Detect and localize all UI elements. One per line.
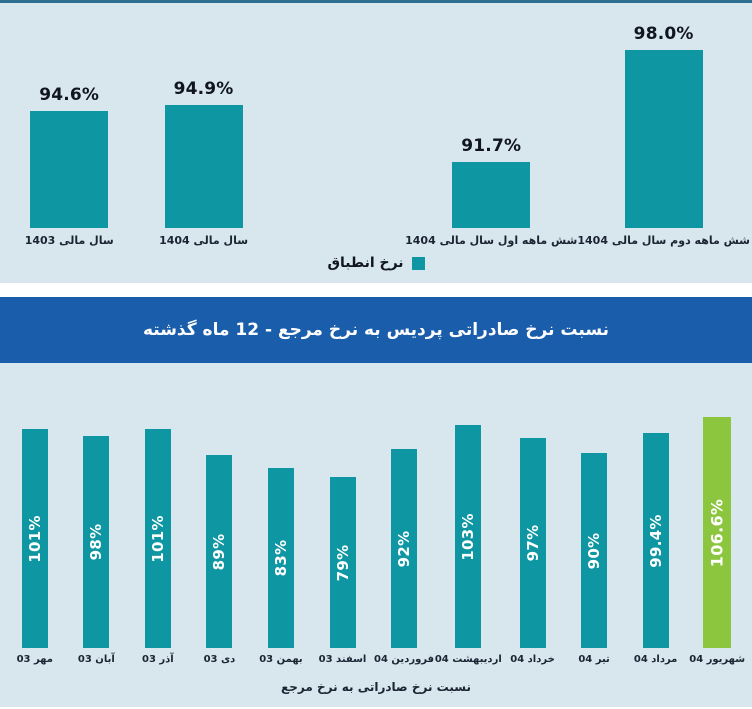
month-column: 90% تیر 04 (563, 363, 625, 670)
top-chart-spacer (271, 3, 405, 252)
bar-value-label: 91.7% (461, 136, 521, 156)
month-label: مرداد 04 (634, 648, 678, 670)
bar-stack: 83% (268, 363, 294, 648)
month-label: تیر 04 (578, 648, 609, 670)
bar-stack: 89% (206, 363, 232, 648)
ratio-bar[interactable]: 90% (581, 453, 607, 648)
bar-stack: 106.6% (703, 363, 731, 648)
chart-title: نسبت نرخ صادراتی پردیس به نرخ مرجع - 12 … (143, 320, 609, 340)
bar-stack: 101% (22, 363, 48, 648)
compliance-rate-chart: 94.6% سال مالی 1403 94.9% سال مالی 1404 91.7… (0, 3, 752, 283)
month-label: خرداد 04 (510, 648, 555, 670)
month-column: 79% اسفند 03 (312, 363, 374, 670)
top-chart-column: 94.6% سال مالی 1403 (2, 3, 136, 252)
bar-stack: 101% (145, 363, 171, 648)
month-label: اسفند 03 (319, 648, 367, 670)
month-label: بهمن 03 (259, 648, 302, 670)
bar-value-label: 97% (524, 525, 542, 562)
bar-value-label: 106.6% (708, 498, 727, 566)
bar-stack: 97% (520, 363, 546, 648)
bar-stack: 79% (330, 363, 356, 648)
bar-value-label: 103% (459, 513, 477, 561)
month-label: اردیبهشت 04 (435, 648, 502, 670)
x-axis-title: نسبت نرخ صادراتی به نرخ مرجع (0, 680, 752, 694)
month-column: 101% آذر 03 (127, 363, 189, 670)
legend-swatch-icon (412, 257, 425, 270)
compliance-bar[interactable] (452, 162, 530, 228)
month-label: فروردین 04 (374, 648, 434, 670)
bar-stack: 92% (391, 363, 417, 648)
month-column: 106.6% شهریور 04 (686, 363, 748, 670)
bar-value-label: 98.0% (634, 24, 694, 44)
legend-label: نرخ انطباق (327, 255, 403, 271)
bar-value-label: 94.9% (174, 79, 234, 99)
bar-value-label: 94.6% (39, 85, 99, 105)
month-label: آذر 03 (142, 648, 174, 670)
month-label: دی 03 (204, 648, 236, 670)
compliance-bar[interactable] (625, 50, 703, 228)
bar-stack: 98.0% (625, 3, 703, 228)
monthly-ratio-chart: 101% مهر 03 98% آبان 03 101% آذر 03 89% دی 03 83… (0, 363, 752, 707)
report-page: 94.6% سال مالی 1403 94.9% سال مالی 1404 91.7… (0, 0, 752, 709)
ratio-bar[interactable]: 97% (520, 438, 546, 648)
bar-value-label: 92% (395, 530, 413, 567)
compliance-plot-area: 94.6% سال مالی 1403 94.9% سال مالی 1404 91.7… (0, 3, 752, 252)
bar-value-label: 83% (272, 540, 290, 577)
top-chart-column: 98.0% شش ماهه دوم سال مالی 1404 (577, 3, 750, 252)
month-column: 83% بهمن 03 (250, 363, 312, 670)
ratio-bar-highlighted[interactable]: 106.6% (703, 417, 731, 648)
bar-value-label: 101% (149, 515, 167, 563)
ratio-bar[interactable]: 103% (455, 425, 481, 648)
ratio-bar[interactable]: 101% (145, 429, 171, 648)
month-column: 101% مهر 03 (4, 363, 66, 670)
bar-category-label: شش ماهه دوم سال مالی 1404 (577, 228, 750, 252)
legend: نرخ انطباق (0, 255, 752, 271)
bar-value-label: 98% (87, 524, 105, 561)
bar-stack: 103% (455, 363, 481, 648)
top-chart-column: 94.9% سال مالی 1404 (136, 3, 270, 252)
month-column: 103% اردیبهشت 04 (435, 363, 502, 670)
month-label: شهریور 04 (689, 648, 745, 670)
bar-value-label: 99.4% (647, 514, 665, 568)
month-column: 92% فروردین 04 (373, 363, 435, 670)
ratio-bar[interactable]: 92% (391, 449, 417, 648)
ratio-bar[interactable]: 79% (330, 477, 356, 648)
ratio-bar[interactable]: 89% (206, 455, 232, 648)
top-chart-column: 91.7% شش ماهه اول سال مالی 1404 (405, 3, 577, 252)
month-column: 97% خرداد 04 (502, 363, 564, 670)
ratio-bar[interactable]: 98% (83, 436, 109, 648)
ratio-bar[interactable]: 83% (268, 468, 294, 648)
bar-value-label: 101% (26, 515, 44, 563)
bar-stack: 98% (83, 363, 109, 648)
ratio-bar[interactable]: 99.4% (643, 433, 669, 648)
bar-stack: 94.6% (30, 3, 108, 228)
compliance-bar[interactable] (30, 111, 108, 228)
bar-value-label: 79% (334, 544, 352, 581)
section-divider (0, 283, 752, 297)
monthly-plot-area: 101% مهر 03 98% آبان 03 101% آذر 03 89% دی 03 83… (0, 363, 752, 670)
bar-stack: 94.9% (165, 3, 243, 228)
bar-stack: 99.4% (643, 363, 669, 648)
bar-value-label: 90% (585, 532, 603, 569)
month-label: مهر 03 (17, 648, 53, 670)
month-column: 89% دی 03 (189, 363, 251, 670)
bar-stack: 90% (581, 363, 607, 648)
bar-category-label: سال مالی 1403 (25, 228, 114, 252)
bar-category-label: سال مالی 1404 (159, 228, 248, 252)
bar-stack: 91.7% (452, 3, 530, 228)
month-column: 99.4% مرداد 04 (625, 363, 687, 670)
compliance-bar[interactable] (165, 105, 243, 228)
bar-category-label: شش ماهه اول سال مالی 1404 (405, 228, 577, 252)
month-column: 98% آبان 03 (66, 363, 128, 670)
section-title-band: نسبت نرخ صادراتی پردیس به نرخ مرجع - 12 … (0, 297, 752, 363)
bar-value-label: 89% (210, 533, 228, 570)
month-label: آبان 03 (78, 648, 115, 670)
ratio-bar[interactable]: 101% (22, 429, 48, 648)
